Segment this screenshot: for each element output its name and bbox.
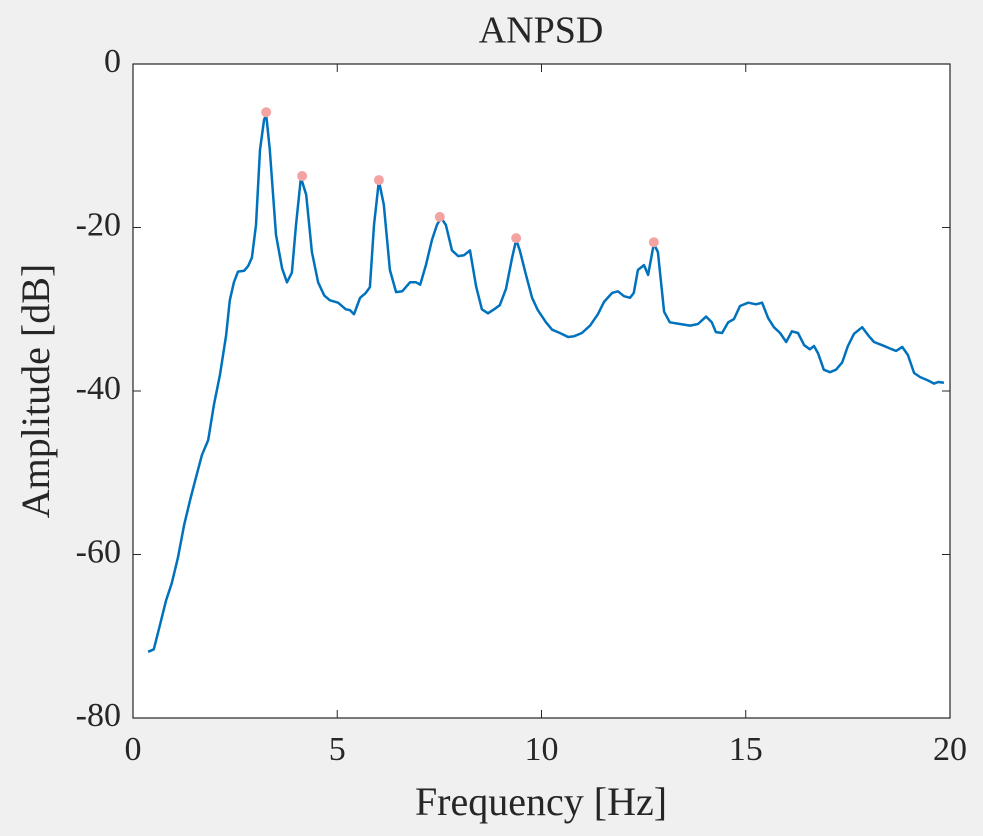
y-axis-label: Amplitude [dB]: [13, 264, 58, 518]
x-axis-label: Frequency [Hz]: [415, 779, 667, 824]
x-tick-label: 10: [525, 731, 559, 768]
peak-marker: [511, 233, 522, 244]
peak-marker: [297, 170, 308, 181]
x-tick-label: 5: [329, 731, 346, 768]
y-tick-label: -80: [76, 697, 121, 734]
peak-marker: [373, 175, 384, 186]
y-tick-label: -60: [76, 533, 121, 570]
chart-title: ANPSD: [479, 10, 604, 52]
x-tick-label: 20: [933, 731, 967, 768]
y-tick-label: 0: [104, 43, 121, 80]
x-tick-label: 15: [729, 731, 763, 768]
y-tick-label: -40: [76, 370, 121, 407]
plot-border: [132, 63, 951, 719]
x-tick-label: 0: [125, 731, 142, 768]
y-tick-label: -20: [76, 206, 121, 243]
peak-marker: [648, 237, 659, 248]
peak-marker: [434, 211, 445, 222]
plot-area: [133, 64, 950, 718]
peak-marker: [261, 107, 272, 118]
